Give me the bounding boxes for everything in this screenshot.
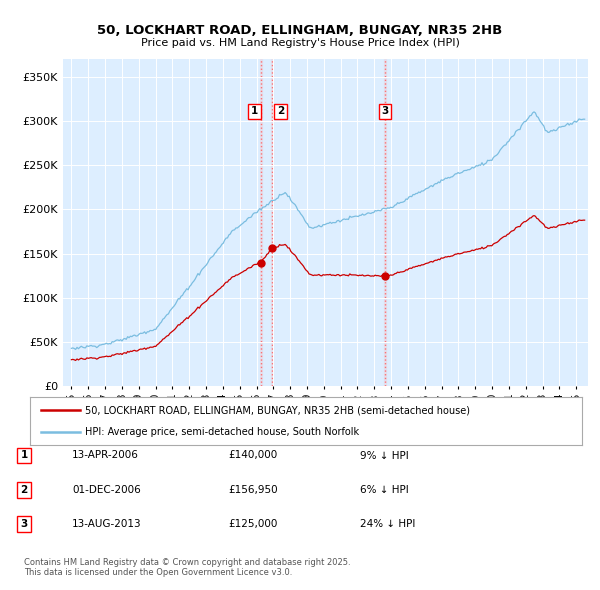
Text: 3: 3: [20, 519, 28, 529]
Bar: [271, 59, 273, 386]
Text: 50, LOCKHART ROAD, ELLINGHAM, BUNGAY, NR35 2HB: 50, LOCKHART ROAD, ELLINGHAM, BUNGAY, NR…: [97, 24, 503, 37]
Text: £156,950: £156,950: [228, 485, 278, 494]
Text: HPI: Average price, semi-detached house, South Norfolk: HPI: Average price, semi-detached house,…: [85, 427, 359, 437]
Bar: [260, 59, 262, 386]
Text: 2: 2: [20, 485, 28, 494]
Text: Contains HM Land Registry data © Crown copyright and database right 2025.
This d: Contains HM Land Registry data © Crown c…: [24, 558, 350, 577]
Text: 2: 2: [277, 106, 284, 116]
Text: 9% ↓ HPI: 9% ↓ HPI: [360, 451, 409, 460]
Text: 13-AUG-2013: 13-AUG-2013: [72, 519, 142, 529]
Text: 1: 1: [251, 106, 258, 116]
Text: £140,000: £140,000: [228, 451, 277, 460]
Text: 01-DEC-2006: 01-DEC-2006: [72, 485, 141, 494]
Text: Price paid vs. HM Land Registry's House Price Index (HPI): Price paid vs. HM Land Registry's House …: [140, 38, 460, 48]
Text: 13-APR-2006: 13-APR-2006: [72, 451, 139, 460]
Text: 3: 3: [381, 106, 388, 116]
Text: 50, LOCKHART ROAD, ELLINGHAM, BUNGAY, NR35 2HB (semi-detached house): 50, LOCKHART ROAD, ELLINGHAM, BUNGAY, NR…: [85, 405, 470, 415]
Text: 24% ↓ HPI: 24% ↓ HPI: [360, 519, 415, 529]
Text: 1: 1: [20, 451, 28, 460]
Bar: [384, 59, 386, 386]
Text: 6% ↓ HPI: 6% ↓ HPI: [360, 485, 409, 494]
Text: £125,000: £125,000: [228, 519, 277, 529]
